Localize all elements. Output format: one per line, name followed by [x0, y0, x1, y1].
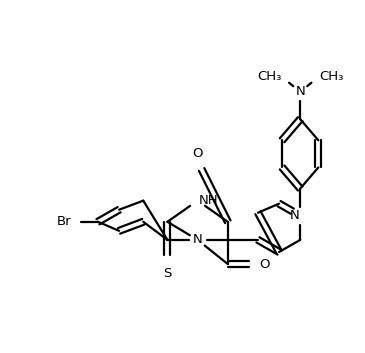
Text: CH₃: CH₃ [319, 70, 343, 83]
Text: N: N [193, 233, 203, 246]
Text: NH: NH [199, 194, 219, 207]
Text: CH₃: CH₃ [257, 70, 281, 83]
Text: O: O [192, 147, 203, 160]
Text: S: S [163, 267, 172, 280]
Text: N: N [295, 85, 305, 98]
Text: Br: Br [57, 215, 72, 228]
Text: O: O [260, 258, 270, 270]
Text: N: N [289, 209, 299, 222]
